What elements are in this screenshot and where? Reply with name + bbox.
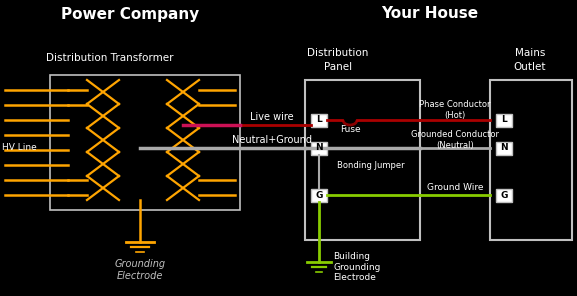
Text: G: G: [500, 191, 508, 200]
Text: L: L: [316, 115, 322, 125]
Bar: [496, 114, 512, 127]
Text: Building
Grounding
Electrode: Building Grounding Electrode: [333, 252, 380, 282]
Bar: [490, 80, 572, 240]
Bar: [311, 114, 327, 127]
Bar: [311, 142, 327, 155]
Text: Distribution
Panel: Distribution Panel: [308, 49, 369, 72]
Text: L: L: [501, 115, 507, 125]
Text: N: N: [315, 144, 323, 152]
Text: Your House: Your House: [381, 7, 478, 22]
Text: Neutral+Ground: Neutral+Ground: [232, 135, 312, 145]
Text: Bonding Jumper: Bonding Jumper: [337, 162, 404, 170]
Bar: [496, 142, 512, 155]
Text: N: N: [500, 144, 508, 152]
Text: Phase Conductor
(Hot): Phase Conductor (Hot): [419, 100, 491, 120]
Bar: [305, 80, 420, 240]
Text: Grounded Conductor
(Neutral): Grounded Conductor (Neutral): [411, 130, 499, 150]
Bar: [496, 189, 512, 202]
Text: Fuse: Fuse: [340, 126, 360, 134]
Text: HV Line: HV Line: [2, 144, 37, 152]
Bar: [311, 189, 327, 202]
Text: Distribution Transformer: Distribution Transformer: [46, 53, 174, 63]
Text: Ground Wire: Ground Wire: [427, 183, 484, 192]
Text: G: G: [315, 191, 323, 200]
Bar: [50, 75, 240, 210]
Text: Mains
Outlet: Mains Outlet: [514, 49, 546, 72]
Text: Power Company: Power Company: [61, 7, 199, 22]
Text: Live wire: Live wire: [250, 112, 294, 122]
Text: Grounding
Electrode: Grounding Electrode: [114, 259, 166, 281]
